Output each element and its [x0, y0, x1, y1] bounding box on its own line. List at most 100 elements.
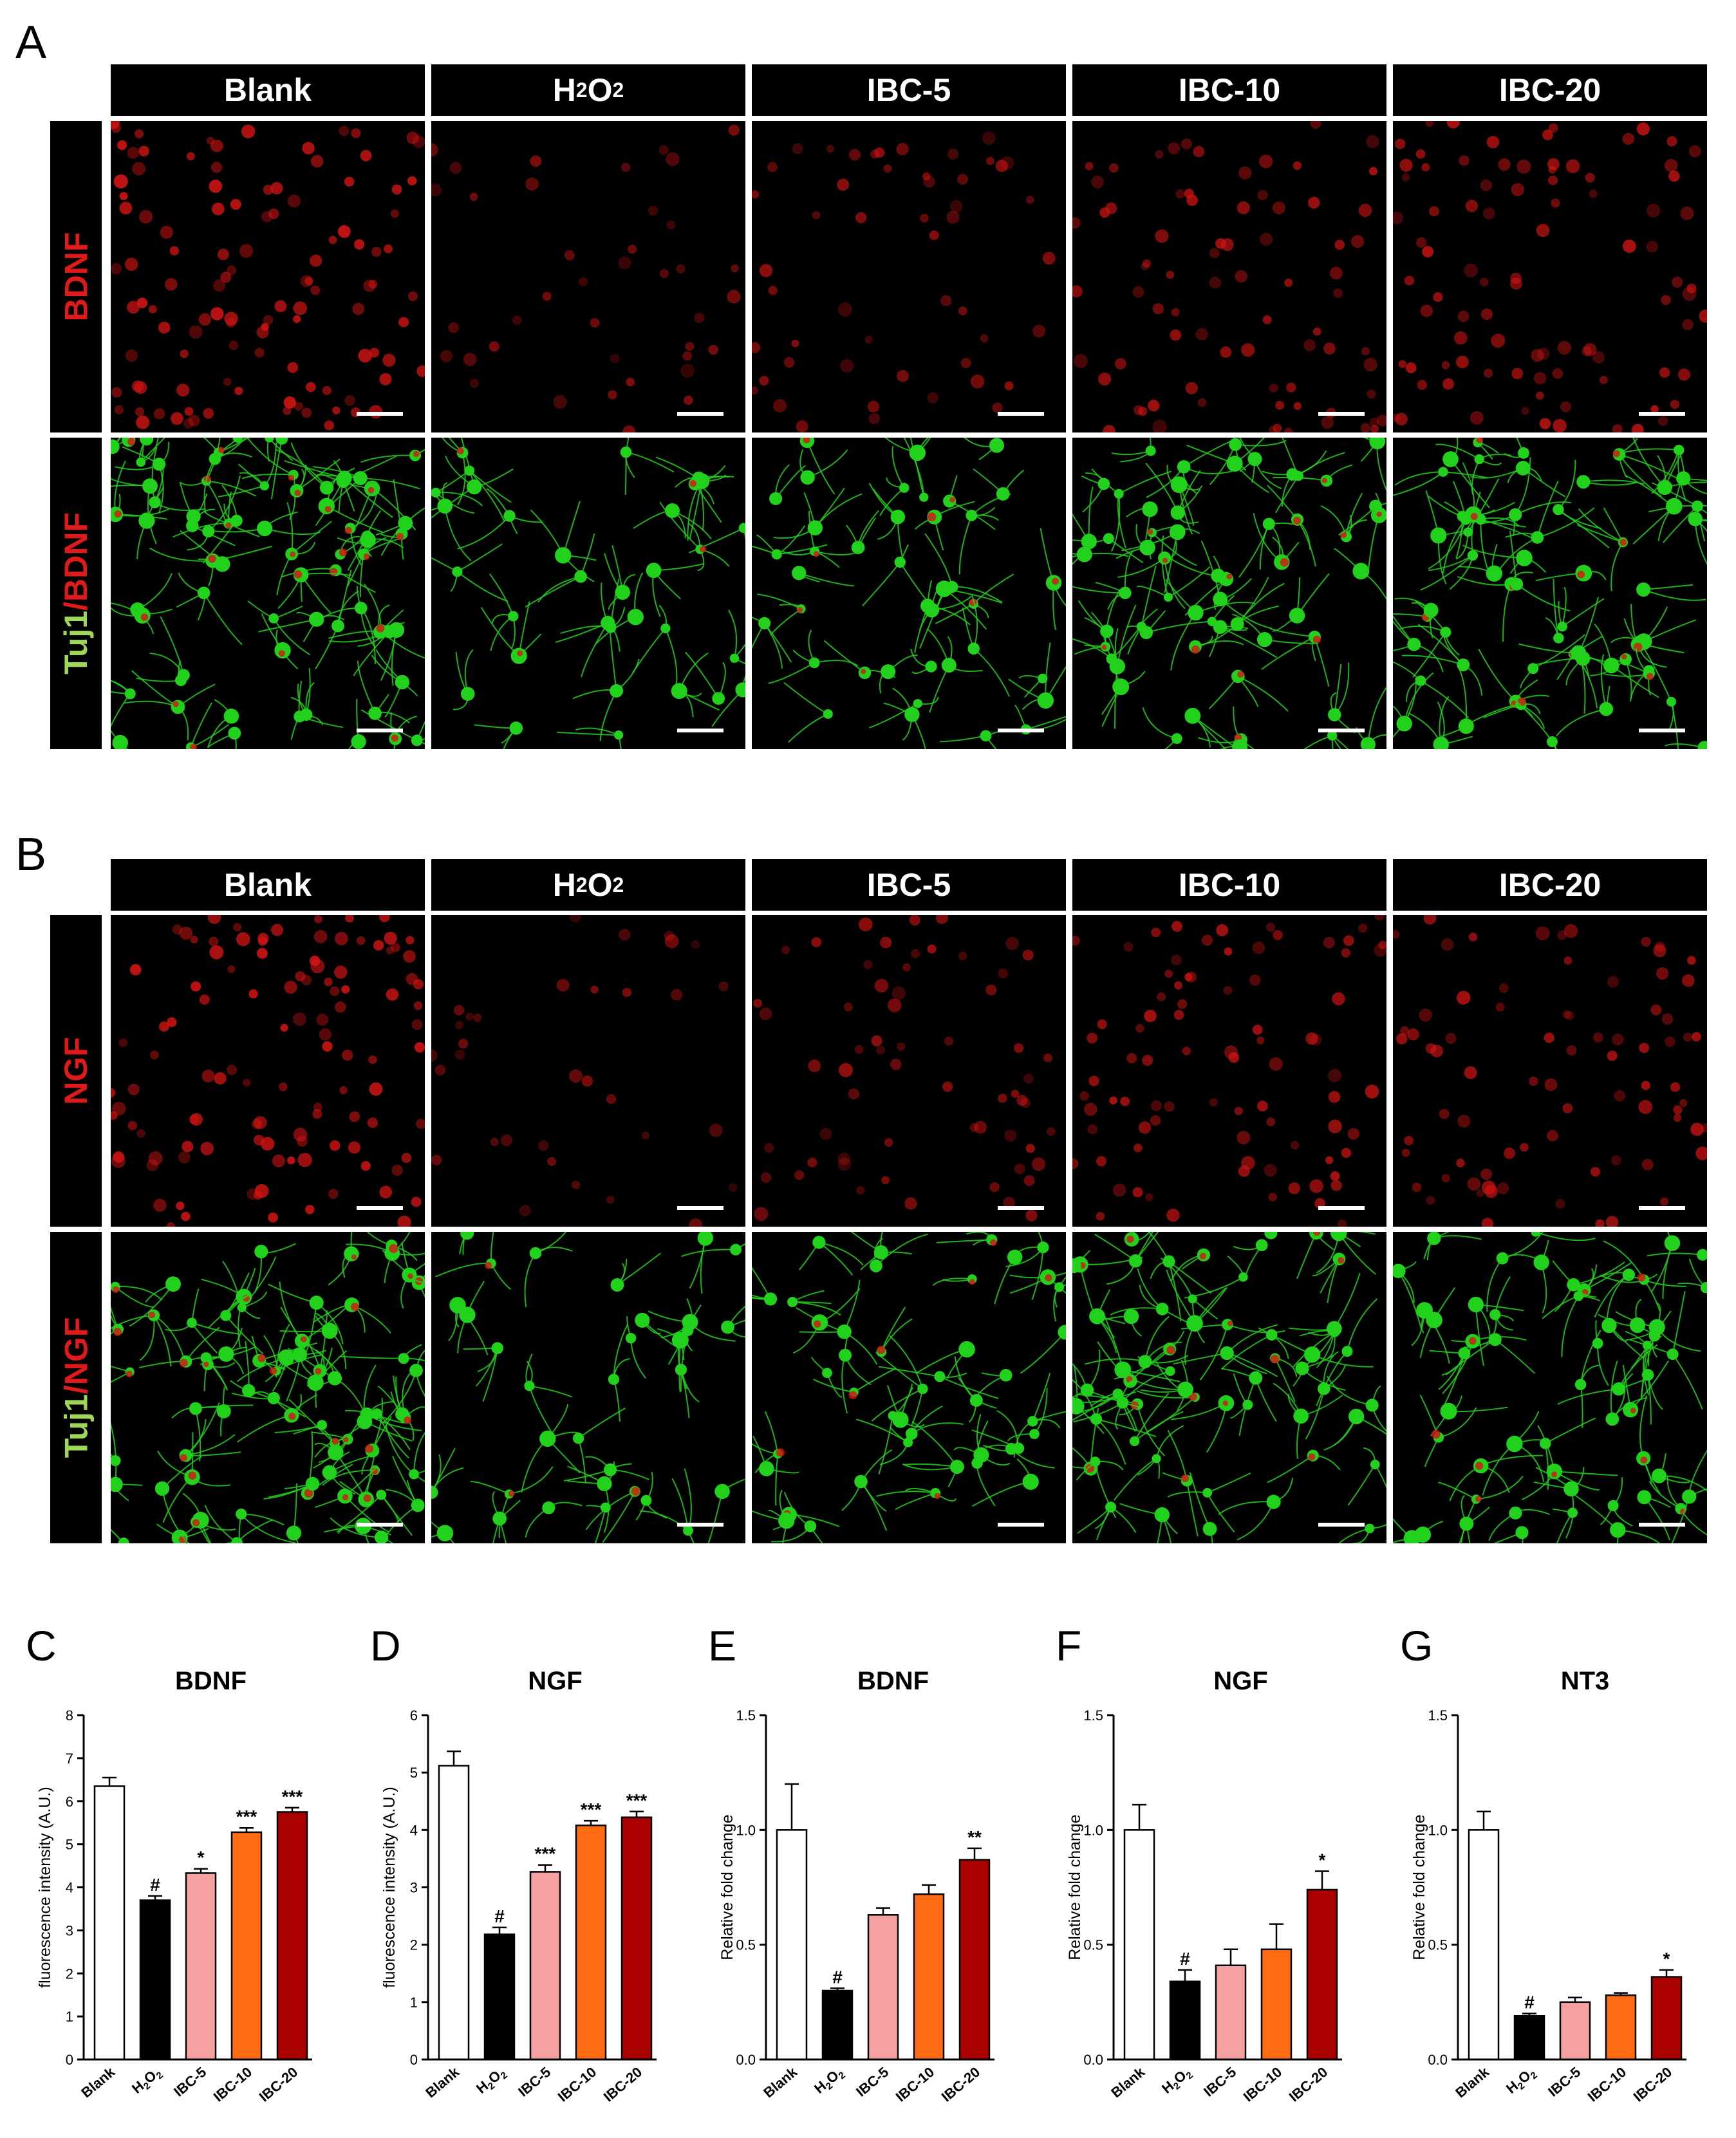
significance-mark: *: [1663, 1949, 1670, 1969]
error-bar: [447, 1750, 461, 1766]
bar-blank: [776, 1829, 808, 2061]
x-tick-label: IBC-10: [1585, 2064, 1629, 2105]
significance-mark: #: [1524, 1993, 1535, 2013]
row-label-b-merge-ngf: /NGF: [58, 1317, 95, 1395]
panel-letter: E: [708, 1622, 736, 1669]
significance-mark: ***: [581, 1799, 602, 1819]
y-tick-label: 0: [410, 2052, 418, 2068]
x-tick-label: Blank: [78, 2063, 118, 2101]
y-tick-label: 1: [66, 2009, 73, 2025]
bar-ibc-20: [958, 1859, 991, 2061]
y-tick-label: 1.0: [736, 1822, 756, 1838]
error-bar: [148, 1895, 162, 1901]
x-tick-label: IBC-5: [853, 2064, 891, 2100]
significance-mark: *: [198, 1848, 205, 1868]
significance-mark: #: [1180, 1949, 1190, 1969]
header-a-ibc10: IBC-10: [1072, 64, 1386, 116]
x-tick-label: IBC-10: [1240, 2064, 1285, 2105]
y-tick-label: 6: [410, 1707, 418, 1724]
scale-bar: [998, 729, 1044, 732]
error-bar: [1132, 1803, 1146, 1830]
x-tick-label: H2O2: [811, 2064, 848, 2099]
micrograph-b-merge-h2o2: [431, 1232, 745, 1543]
y-tick-label: 5: [66, 1837, 73, 1853]
chart-g: G NT3 Relative fold change 0.0 0.5 1.0 1.5 Blan…: [1374, 1609, 1722, 2135]
micrograph-b-ngf-ibc10: [1072, 915, 1386, 1227]
error-bar: [830, 1987, 845, 1991]
bar-h2o2: [139, 1899, 171, 2061]
bar-ibc-20: [1306, 1888, 1338, 2061]
y-tick-label: 3: [410, 1880, 418, 1896]
scale-bar: [677, 729, 723, 732]
significance-mark: #: [150, 1875, 160, 1895]
bar-ibc-5: [185, 1872, 217, 2061]
error-bar: [922, 1884, 936, 1895]
scale-bar: [998, 1523, 1044, 1527]
bar-ibc-10: [913, 1893, 945, 2061]
y-tick-label: 0: [66, 2052, 73, 2068]
header-b-ibc5-label: IBC-5: [866, 867, 951, 903]
chart-e: E BDNF Relative fold change 0.0 0.5 1.0 1.5 Bla…: [682, 1609, 1030, 2135]
bar-ibc-10: [1260, 1948, 1293, 2061]
error-bar: [785, 1783, 799, 1830]
panel-letter-b: B: [15, 829, 47, 880]
y-axis-label: Relative fold change: [1410, 1814, 1428, 1960]
x-tick-label: IBC-20: [601, 2064, 645, 2105]
significance-mark: #: [494, 1906, 505, 1926]
panel-letter: D: [370, 1622, 401, 1669]
micrograph-a-merge-blank: [111, 438, 425, 749]
x-tick-label: IBC-20: [256, 2064, 301, 2105]
y-tick-label: 2: [66, 1966, 73, 1982]
header-a-blank: Blank: [111, 64, 425, 116]
row-label-b-merge-tuj1: Tuj1: [58, 1394, 95, 1458]
scale-bar: [1639, 1523, 1685, 1527]
x-tick-label: IBC-5: [1200, 2064, 1239, 2100]
y-axis-label: fluorescence intensity (A.U.): [36, 1787, 54, 1988]
micrograph-a-merge-ibc5: [752, 438, 1066, 749]
micrograph-b-merge-blank: [111, 1232, 425, 1543]
x-tick-label: IBC-5: [171, 2064, 209, 2100]
scale-bar: [357, 729, 403, 732]
x-tick-label: IBC-10: [210, 2064, 255, 2105]
y-axis-label: fluorescence intensity (A.U.): [380, 1787, 398, 1988]
header-a-ibc5-label: IBC-5: [866, 72, 951, 108]
y-axis-label: Relative fold change: [718, 1814, 736, 1960]
row-label-a-bdnf-text: BDNF: [58, 232, 94, 322]
y-tick-label: 0.0: [1083, 2052, 1103, 2068]
header-b-ibc20-label: IBC-20: [1498, 867, 1601, 903]
bar-ibc-5: [1215, 1964, 1247, 2061]
header-b-ibc10-label: IBC-10: [1178, 867, 1281, 903]
bar-ibc-20: [621, 1816, 653, 2061]
row-label-a-merge-tuj1: Tuj1: [58, 610, 94, 674]
header-b-ibc10: IBC-10: [1072, 859, 1386, 911]
y-tick-label: 1: [410, 1994, 418, 2011]
error-bar: [492, 1926, 507, 1935]
header-a-ibc10-label: IBC-10: [1178, 72, 1281, 108]
bar-ibc-20: [276, 1811, 308, 2061]
scale-bar: [357, 412, 403, 416]
y-tick-label: 0.0: [1428, 2052, 1448, 2068]
y-axis-label: Relative fold change: [1066, 1814, 1084, 1960]
chart-title: NGF: [1213, 1667, 1267, 1695]
error-bar: [584, 1819, 598, 1826]
x-tick-label: H2O2: [129, 2064, 165, 2099]
micrograph-b-ngf-blank: [111, 915, 425, 1227]
scale-bar: [357, 1206, 403, 1210]
scale-bar: [998, 1206, 1044, 1210]
header-a-blank-label: Blank: [223, 72, 312, 108]
error-bar: [1568, 1996, 1582, 2002]
chart-f: F NGF Relative fold change 0.0 0.5 1.0 1.5 Blan…: [1030, 1609, 1377, 2135]
micrograph-a-merge-h2o2: [431, 438, 745, 749]
micrograph-b-ngf-h2o2: [431, 915, 745, 1227]
bar-ibc-5: [1559, 2001, 1591, 2061]
x-tick-label: IBC-20: [938, 2064, 983, 2105]
error-bar: [285, 1807, 299, 1812]
x-tick-label: IBC-5: [515, 2064, 554, 2100]
micrograph-a-bdnf-ibc10: [1072, 121, 1386, 432]
chart-d: D NGF fluorescence intensity (A.U.) 0 1 2 3 4 5 6…: [344, 1609, 692, 2135]
y-tick-label: 0.0: [736, 2052, 756, 2068]
error-bar: [1614, 1992, 1628, 1996]
scale-bar: [677, 412, 723, 416]
y-tick-label: 7: [66, 1751, 73, 1767]
row-label-a-bdnf: BDNF: [50, 121, 102, 432]
